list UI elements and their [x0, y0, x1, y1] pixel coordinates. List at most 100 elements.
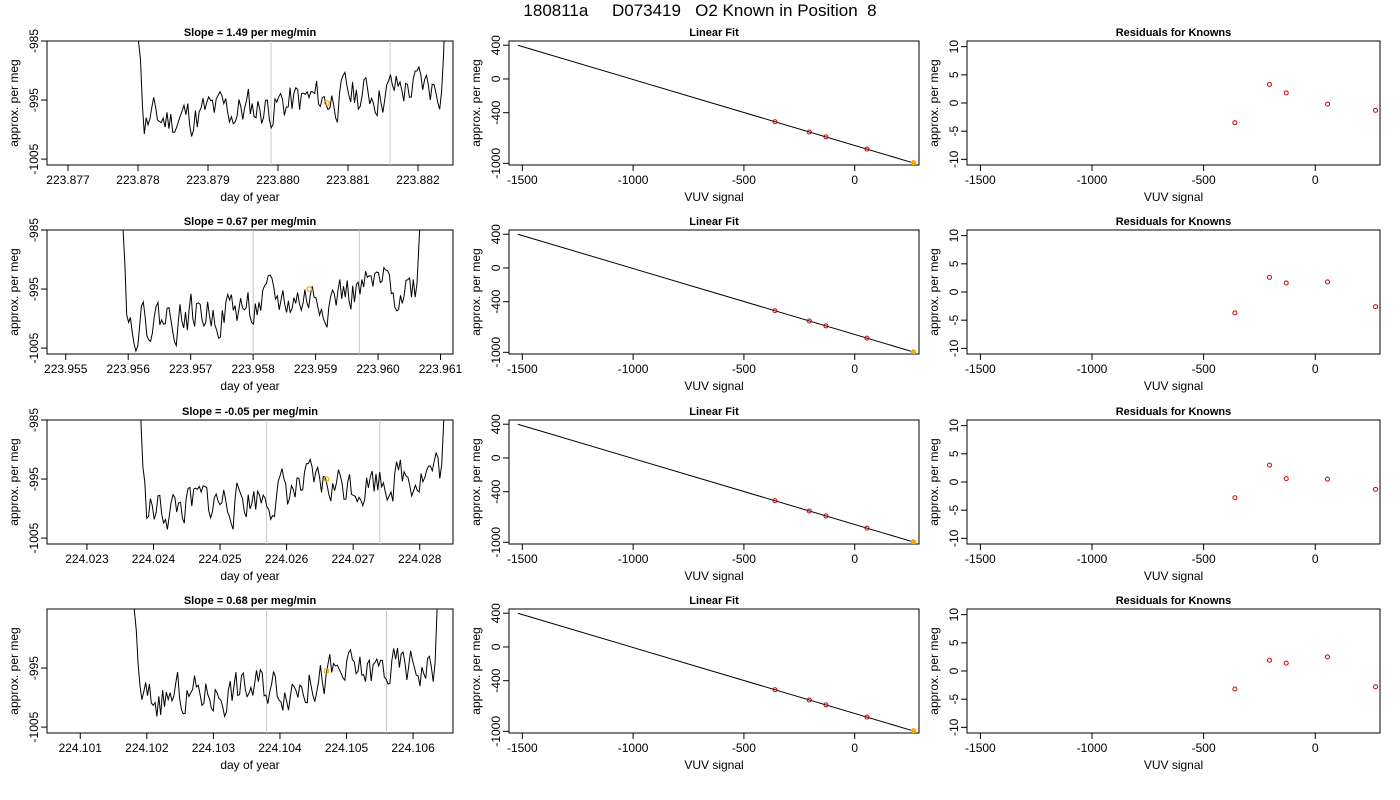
y-tick-label: -5: [947, 505, 961, 516]
x-tick-label: 223.956: [107, 362, 151, 376]
y-tick-label: -1005: [27, 143, 41, 174]
panel-title: Slope = 0.67 per meg/min: [184, 216, 317, 228]
plot-frame: [508, 40, 920, 166]
y-tick-label: -5: [947, 126, 961, 137]
x-tick-label: -1000: [618, 552, 649, 566]
known-point: [772, 687, 778, 693]
residual-point: [1373, 304, 1379, 310]
x-tick-label: -1000: [1077, 362, 1108, 376]
x-tick-label: -1500: [507, 173, 538, 187]
x-axis-label: VUV signal: [1144, 758, 1203, 772]
y-axis-label: approx. per meg: [7, 59, 21, 146]
x-tick-label: 224.102: [125, 741, 169, 755]
x-tick-label: 223.882: [396, 173, 440, 187]
residual-point: [1266, 274, 1272, 280]
x-tick-label: 223.878: [116, 173, 160, 187]
x-tick-label: 224.101: [59, 741, 103, 755]
x-tick-label: 224.026: [265, 552, 309, 566]
x-tick-label: -500: [732, 741, 756, 755]
y-tick-label: -5: [947, 315, 961, 326]
x-tick-label: 223.881: [326, 173, 370, 187]
y-axis-label: approx. per meg: [469, 438, 483, 525]
y-tick-label: 0: [947, 288, 961, 295]
plot-frame: [966, 419, 1381, 545]
x-tick-label: 0: [851, 173, 858, 187]
y-axis-label: approx. per meg: [927, 59, 941, 146]
y-axis-label: approx. per meg: [927, 438, 941, 525]
x-tick-label: 224.103: [192, 741, 236, 755]
signal-trace: [140, 420, 445, 530]
x-tick-label: -500: [1192, 741, 1216, 755]
known-point: [806, 318, 812, 324]
y-tick-label: -1000: [489, 337, 503, 368]
y-axis-label: approx. per meg: [469, 248, 483, 335]
x-tick-label: 223.879: [186, 173, 230, 187]
panel-title: Slope = -0.05 per meg/min: [182, 406, 318, 418]
x-tick-label: -1000: [618, 362, 649, 376]
known-point: [864, 146, 870, 152]
known-point: [823, 134, 829, 140]
residual-point: [1283, 90, 1289, 96]
y-tick-label: 0: [947, 667, 961, 674]
residual-point: [1325, 279, 1331, 285]
x-tick-label: -1500: [507, 552, 538, 566]
panel-title: Linear Fit: [689, 595, 739, 607]
residual-point: [1373, 486, 1379, 492]
known-point: [823, 323, 829, 329]
sample-marker: [323, 668, 330, 674]
y-axis-label: approx. per meg: [927, 248, 941, 335]
panel-title: Slope = 0.68 per meg/min: [184, 595, 317, 607]
signal-trace: [133, 609, 438, 719]
residual-point: [1232, 495, 1238, 501]
x-tick-label: 223.877: [46, 173, 90, 187]
y-tick-label: 10: [947, 40, 961, 54]
y-tick-label: -400: [489, 479, 503, 503]
x-tick-label: 223.960: [356, 362, 400, 376]
x-axis-label: VUV signal: [1144, 569, 1203, 583]
y-tick-label: -10: [947, 339, 961, 357]
y-tick-label: -985: [27, 218, 41, 242]
x-tick-label: 223.959: [294, 362, 338, 376]
residuals-1-panel: Residuals for Knowns -1500 -1000 -500 0 10 5 0 -…: [927, 27, 1381, 204]
x-tick-label: -1000: [1077, 552, 1108, 566]
residual-point: [1283, 660, 1289, 666]
y-tick-label: -10: [947, 529, 961, 547]
y-tick-label: 5: [947, 639, 961, 646]
y-tick-label: 0: [489, 643, 503, 650]
x-tick-label: 223.957: [169, 362, 213, 376]
y-tick-label: -5: [947, 694, 961, 705]
panel-title: Residuals for Knowns: [1116, 595, 1232, 607]
y-tick-label: -995: [27, 656, 41, 680]
y-tick-label: -985: [27, 29, 41, 53]
plot-frame: [46, 229, 454, 355]
y-tick-label: 10: [947, 608, 961, 622]
linear-fit-3-panel: Linear Fit -1500 -1000 -500 0 400 0 -400 -1000 VU…: [469, 406, 920, 583]
x-tick-label: -1500: [965, 552, 996, 566]
timeseries-3-panel: Slope = -0.05 per meg/min 224.023 224.024 2…: [7, 406, 454, 583]
y-tick-label: -1005: [27, 332, 41, 363]
y-tick-label: -995: [27, 467, 41, 491]
sample-marker: [306, 286, 313, 292]
x-axis-label: VUV signal: [684, 379, 743, 393]
sample-marker: [323, 476, 330, 482]
residual-point: [1232, 120, 1238, 126]
panel-title: Slope = 1.49 per meg/min: [184, 27, 317, 39]
panel-title: Linear Fit: [689, 216, 739, 228]
plot-frame: [46, 608, 454, 734]
y-tick-label: 0: [489, 264, 503, 271]
residual-point: [1325, 476, 1331, 482]
x-tick-label: 0: [1312, 362, 1319, 376]
x-axis-label: VUV signal: [684, 758, 743, 772]
y-tick-label: -1005: [27, 522, 41, 553]
known-point: [823, 702, 829, 708]
x-tick-label: 224.024: [132, 552, 176, 566]
y-tick-label: 10: [947, 419, 961, 433]
known-point: [823, 513, 829, 519]
residual-point: [1266, 657, 1272, 663]
x-axis-label: VUV signal: [684, 569, 743, 583]
x-axis-label: VUV signal: [1144, 379, 1203, 393]
timeseries-1-panel: Slope = 1.49 per meg/min 223.877 223.878 22…: [7, 27, 454, 204]
fit-line: [517, 44, 915, 164]
x-tick-label: -1500: [965, 173, 996, 187]
y-tick-label: 5: [947, 450, 961, 457]
